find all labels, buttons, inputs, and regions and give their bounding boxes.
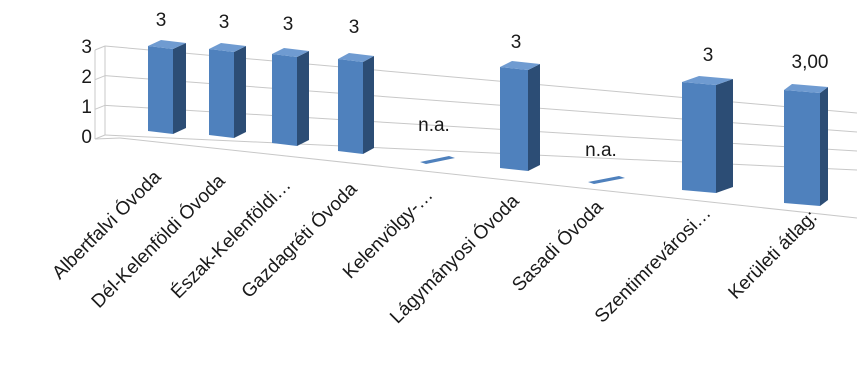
y-tick-label: 1 [81,97,92,118]
x-tick-label: Dél-Kelenföldi Óvoda [87,170,230,313]
bar-side [297,51,309,146]
bar [682,82,716,193]
data-label: 3 [511,32,522,53]
gridline [104,134,857,171]
bars [148,40,828,206]
x-tick-label: Sasadi Óvoda [508,196,608,296]
y-tick-label: 0 [81,127,92,148]
gridline [94,104,106,110]
data-label: 3 [349,17,360,38]
bar-na-marker [588,176,625,184]
data-label: 3 [156,10,167,31]
bar-top [209,43,246,52]
bar-na-marker [420,156,455,164]
bar-top [338,53,374,62]
bar [784,90,820,206]
x-tick-label: Kerületi átlag: [725,207,822,304]
x-tick-label: Szentimrevárosi… [591,203,716,328]
data-label: 3,00 [792,52,829,73]
bar-side [363,56,374,154]
bar-top [682,76,733,85]
y-tick-label: 3 [81,37,92,58]
bar [209,49,234,138]
bar-side [716,79,733,193]
gridline [94,75,106,81]
data-label: 3 [703,45,714,66]
bar-top [500,61,540,70]
bar [148,46,173,134]
data-label: n.a. [418,115,450,136]
bar-side [528,64,540,171]
bar [338,59,363,154]
bar-top [272,48,309,57]
bar-top [148,40,186,49]
bar-top [784,84,828,93]
y-tick-label: 2 [81,67,92,88]
x-tick-label: Gazdagréti Óvoda [237,178,362,303]
data-label: 3 [219,12,230,33]
floor-edge [119,137,857,219]
floor-edge [94,137,121,140]
data-label: n.a. [585,140,617,161]
bar-side [820,87,828,206]
bar-side [234,46,246,138]
bar [272,54,297,146]
data-labels: 3 3 3 3 n.a. 3 n.a. 3 3,00 [156,10,829,161]
y-axis-ticks: 0 1 2 3 [81,37,92,148]
bar-side [173,43,186,134]
x-tick-label: Észak-Kelenföldi… [167,175,295,303]
bar [500,67,528,171]
gridline [94,45,106,51]
gridline [94,134,106,140]
data-label: 3 [283,14,294,35]
